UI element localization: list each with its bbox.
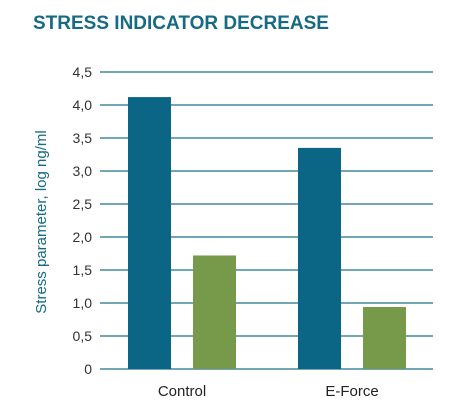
y-tick-label: 3,5 bbox=[73, 130, 93, 146]
chart-title: STRESS INDICATOR DECREASE bbox=[33, 13, 329, 34]
bar-control-2 bbox=[193, 255, 236, 369]
x-category-label: Control bbox=[158, 383, 206, 400]
y-tick-label: 4,0 bbox=[73, 97, 93, 113]
y-tick-label: 0,5 bbox=[73, 328, 93, 344]
x-category-label: E-Force bbox=[325, 383, 378, 400]
y-tick-label: 3,0 bbox=[73, 163, 93, 179]
y-tick-label: 1,5 bbox=[73, 262, 93, 278]
y-tick-label: 2,0 bbox=[73, 229, 93, 245]
y-axis-ticks: 0 0,5 1,0 1,5 2,0 2,5 3,0 3,5 4,0 4,5 bbox=[73, 64, 93, 377]
y-tick-label: 1,0 bbox=[73, 295, 93, 311]
bar-e-force-2 bbox=[363, 306, 406, 369]
y-tick-label: 4,5 bbox=[73, 64, 93, 80]
bars bbox=[128, 97, 406, 369]
bar-e-force-1 bbox=[298, 147, 341, 369]
bar-control-1 bbox=[128, 97, 171, 369]
y-tick-label: 0 bbox=[84, 361, 92, 377]
y-axis-label: Stress parameter, log ng/ml bbox=[33, 130, 50, 313]
y-tick-label: 2,5 bbox=[73, 196, 93, 212]
x-axis-categories: Control E-Force bbox=[158, 383, 379, 400]
